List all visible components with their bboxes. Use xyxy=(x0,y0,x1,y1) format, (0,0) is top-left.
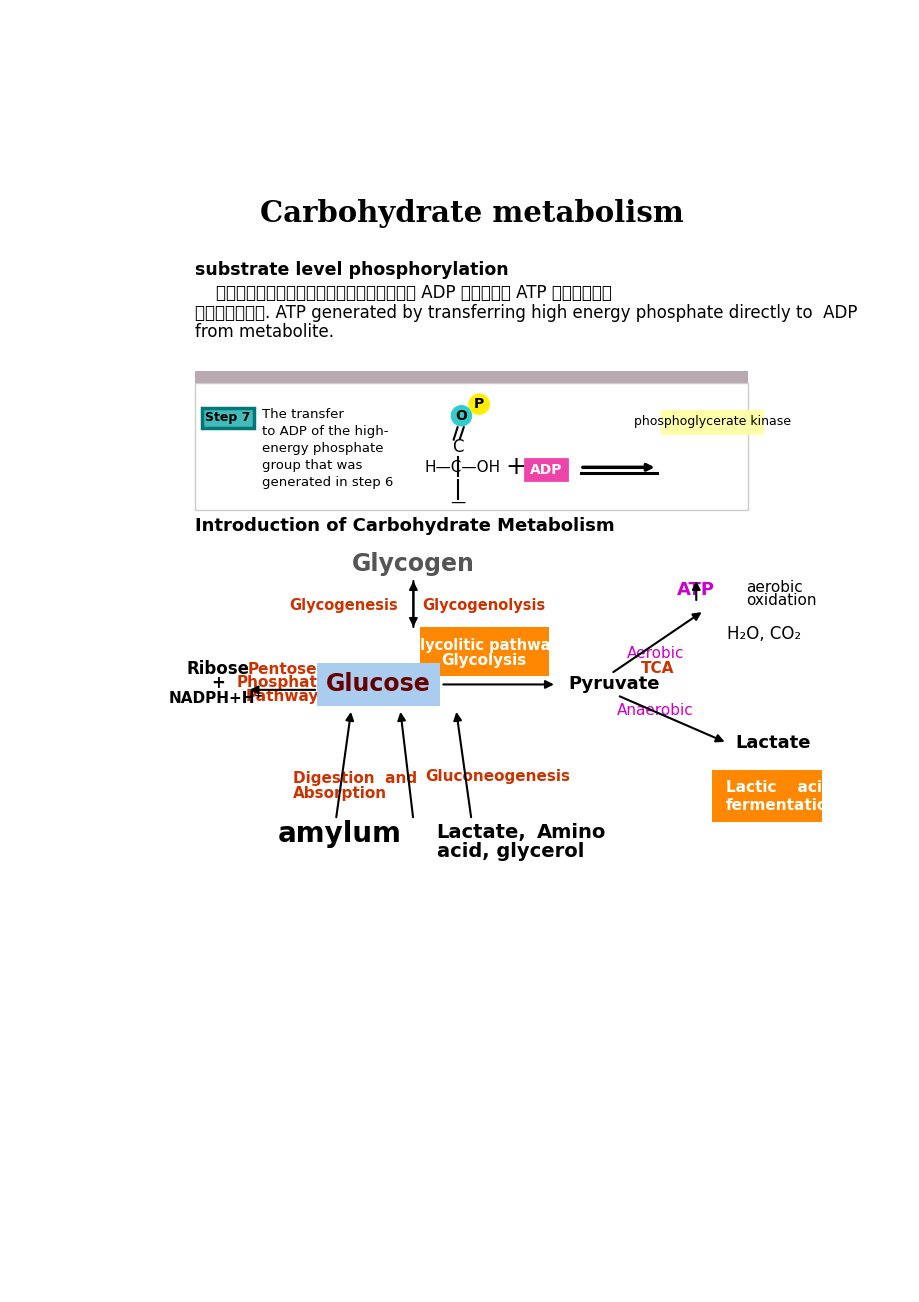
FancyBboxPatch shape xyxy=(525,458,566,480)
Text: fermentation: fermentation xyxy=(725,798,838,812)
Bar xyxy=(195,371,747,383)
Text: Pyruvate: Pyruvate xyxy=(568,676,659,694)
Text: amylum: amylum xyxy=(278,820,402,848)
Text: Carbohydrate metabolism: Carbohydrate metabolism xyxy=(259,199,683,228)
Text: —: — xyxy=(450,495,465,510)
Text: The transfer: The transfer xyxy=(262,409,344,422)
Text: to ADP of the high-: to ADP of the high- xyxy=(262,426,389,439)
Text: aerobic: aerobic xyxy=(746,579,802,595)
FancyBboxPatch shape xyxy=(711,769,821,823)
Text: O: O xyxy=(455,409,467,423)
FancyBboxPatch shape xyxy=(201,408,254,428)
Text: Pathway: Pathway xyxy=(245,689,319,704)
Text: Anaerobic: Anaerobic xyxy=(617,703,693,719)
Circle shape xyxy=(469,395,489,414)
Bar xyxy=(195,383,747,510)
Text: Lactic    acid: Lactic acid xyxy=(725,780,832,796)
Text: Phosphate: Phosphate xyxy=(236,676,328,690)
FancyBboxPatch shape xyxy=(419,626,549,676)
Text: Lactate,: Lactate, xyxy=(437,823,526,842)
Circle shape xyxy=(451,406,471,426)
Text: Glucose: Glucose xyxy=(325,672,430,697)
Text: acid, glycerol: acid, glycerol xyxy=(437,842,584,861)
FancyBboxPatch shape xyxy=(660,410,764,435)
Text: energy phosphate: energy phosphate xyxy=(262,443,383,456)
Text: ATP: ATP xyxy=(676,581,714,599)
Text: Glycogenolysis: Glycogenolysis xyxy=(422,598,545,613)
Text: Lactate: Lactate xyxy=(734,734,810,753)
Text: +: + xyxy=(210,674,225,691)
Text: P: P xyxy=(473,397,483,411)
Text: 底物水平磷酸化. ATP generated by transferring high energy phosphate directly to  ADP: 底物水平磷酸化. ATP generated by transferring h… xyxy=(195,305,857,323)
Text: Gluconeogenesis: Gluconeogenesis xyxy=(425,768,570,784)
Text: Glycogenesis: Glycogenesis xyxy=(289,598,398,613)
Text: H₂O, CO₂: H₂O, CO₂ xyxy=(726,625,800,643)
Text: ADP: ADP xyxy=(529,462,562,477)
Text: Glycolitic pathway: Glycolitic pathway xyxy=(408,638,559,652)
Text: Aerobic: Aerobic xyxy=(626,646,683,661)
Text: Glycogen: Glycogen xyxy=(352,552,474,577)
Text: Digestion  and: Digestion and xyxy=(293,771,417,786)
Text: TCA: TCA xyxy=(640,661,673,676)
Text: Ribose: Ribose xyxy=(187,660,249,678)
Text: group that was: group that was xyxy=(262,460,362,473)
Text: from metabolite.: from metabolite. xyxy=(195,323,334,341)
Text: Absorption: Absorption xyxy=(293,786,387,801)
Text: Step 7: Step 7 xyxy=(204,410,250,423)
Text: C: C xyxy=(452,439,463,456)
Text: Introduction of Carbohydrate Metabolism: Introduction of Carbohydrate Metabolism xyxy=(195,517,614,535)
Text: NADPH+H⁺: NADPH+H⁺ xyxy=(168,691,263,706)
Text: Amino: Amino xyxy=(537,823,607,842)
Text: Glycolysis: Glycolysis xyxy=(441,654,526,668)
Text: oxidation: oxidation xyxy=(746,592,816,608)
Text: 底物分子内部能量重新分布，生成高能键，使 ADP 磷酸化生成 ATP 的过程，称为: 底物分子内部能量重新分布，生成高能键，使 ADP 磷酸化生成 ATP 的过程，称… xyxy=(195,284,611,302)
Text: H—C—OH: H—C—OH xyxy=(424,460,500,475)
Text: substrate level phosphorylation: substrate level phosphorylation xyxy=(195,262,508,279)
Text: +: + xyxy=(505,456,526,479)
Text: phosphoglycerate kinase: phosphoglycerate kinase xyxy=(633,415,790,428)
FancyBboxPatch shape xyxy=(317,663,440,706)
Text: Pentose: Pentose xyxy=(247,661,317,677)
Text: generated in step 6: generated in step 6 xyxy=(262,477,393,490)
